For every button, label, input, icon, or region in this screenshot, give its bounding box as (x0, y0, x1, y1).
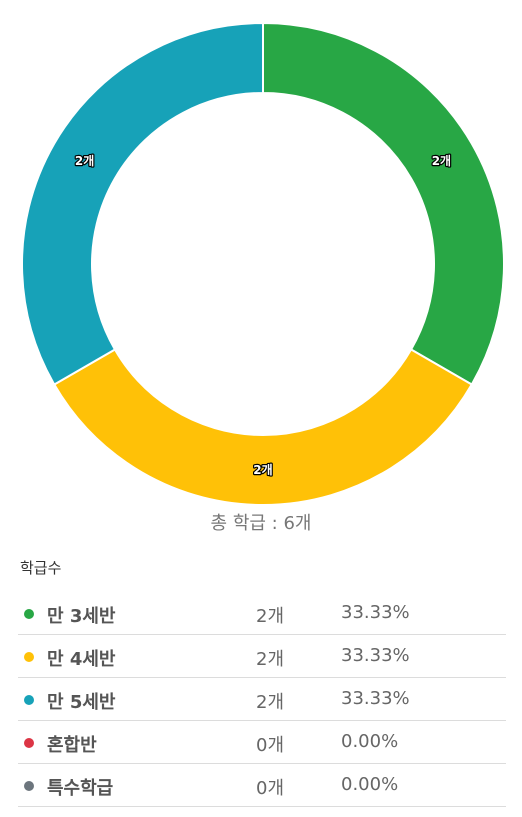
table-row: 만 5세반 2개 33.33% (18, 678, 506, 721)
row-name: 만 5세반 (47, 692, 116, 713)
donut-slice[interactable] (21, 21, 264, 386)
total-classes: 총 학급 : 6개 (210, 513, 312, 534)
legend-dot-icon (24, 609, 34, 619)
row-count: 2개 (256, 649, 285, 670)
row-percent: 33.33% (341, 688, 410, 709)
row-percent: 33.33% (341, 602, 410, 623)
table-row: 만 3세반 2개 33.33% (18, 592, 506, 635)
table-row: 만 4세반 2개 33.33% (18, 635, 506, 678)
row-percent: 0.00% (341, 731, 399, 752)
table-row: 혼합반 0개 0.00% (18, 721, 506, 764)
donut-chart-svg: 2개 2개 2개 (21, 21, 505, 506)
row-name: 만 4세반 (47, 649, 116, 670)
row-count: 2개 (256, 606, 285, 627)
row-percent: 33.33% (341, 645, 410, 666)
row-count: 0개 (256, 735, 285, 756)
row-name: 만 3세반 (47, 606, 116, 627)
slice-label: 2개 (432, 154, 451, 168)
legend-dot-icon (24, 695, 34, 705)
row-count: 2개 (256, 692, 285, 713)
class-stats-table: 만 3세반 2개 33.33% 만 4세반 2개 33.33% 만 5세반 2개… (18, 592, 506, 807)
row-percent: 0.00% (341, 774, 399, 795)
legend-dot-icon (24, 781, 34, 791)
row-name: 특수학급 (47, 778, 114, 799)
slice-label: 2개 (75, 154, 94, 168)
legend-dot-icon (24, 738, 34, 748)
legend-dot-icon (24, 652, 34, 662)
row-name: 혼합반 (47, 735, 97, 756)
table-row: 특수학급 0개 0.00% (18, 764, 506, 807)
donut-chart: 2개 2개 2개 (21, 21, 505, 506)
row-count: 0개 (256, 778, 285, 799)
donut-slice[interactable] (52, 348, 474, 506)
donut-slice[interactable] (262, 21, 505, 386)
slice-label: 2개 (253, 463, 272, 477)
section-title: 학급수 (20, 559, 62, 577)
